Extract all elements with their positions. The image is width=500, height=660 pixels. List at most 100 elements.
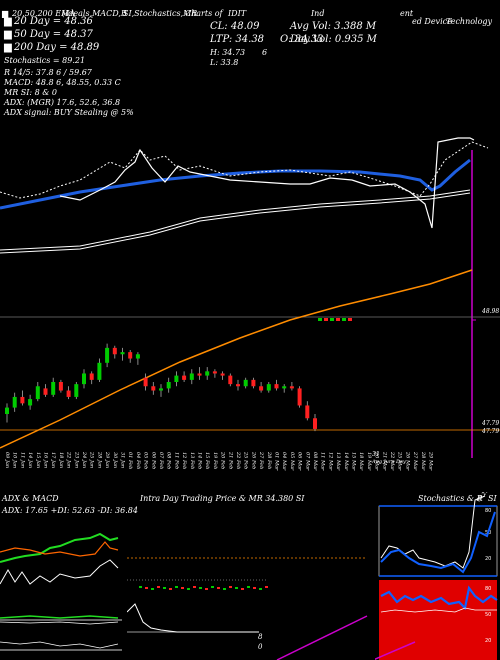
stoch-panel-title: Stochastics & R — [418, 494, 483, 503]
adx-orange-line — [0, 541, 119, 557]
ema20-line — [0, 141, 489, 199]
date-tick-label: 28 Jan — [96, 452, 103, 469]
r-line: R 14/5: 37.8 6 / 59.67 — [4, 68, 92, 77]
candle-body — [205, 371, 210, 376]
candle-body — [120, 352, 125, 355]
date-tick-label: 08 Feb — [165, 452, 172, 470]
high-value: H: 34.73 — [210, 48, 246, 57]
intraday-tick — [145, 587, 148, 589]
stoch-d-line — [380, 511, 496, 574]
ltp-value: LTP: 34.38 — [210, 34, 265, 45]
macd-line: MACD: 48.8 6, 48.55, 0.33 C — [4, 78, 121, 87]
header-code: (Ideals,MACD,B — [62, 9, 127, 18]
candle-body — [12, 396, 17, 408]
price-label-3: 47.79 — [482, 428, 500, 435]
intraday-tick — [235, 587, 238, 589]
date-tick-label: 24 Jan — [81, 452, 87, 469]
intraday-tick — [205, 588, 208, 590]
dma-200: 200 Day = 48.89 — [14, 42, 100, 53]
date-tick-label: 27 Feb — [258, 452, 265, 470]
mr-line: MR SI: 8 & 0 — [4, 88, 58, 97]
intraday-mr-curve — [127, 603, 259, 633]
close-value: CL: 48.09 — [210, 21, 260, 32]
candle-body — [89, 373, 94, 380]
candle-body — [220, 373, 225, 376]
date-tick-label: 26 Mar — [404, 452, 411, 471]
intraday-tick — [253, 587, 256, 589]
intraday-tick — [223, 588, 226, 590]
intraday-tick — [229, 586, 232, 588]
stoch-magenta-line — [375, 641, 416, 660]
date-tick-label: 05 Mar — [288, 452, 295, 471]
candle-body — [166, 382, 171, 389]
avg-volume: Avg Vol: 3.388 M — [290, 21, 377, 32]
header-symbol: IDIT — [228, 9, 247, 18]
candle-body — [274, 384, 279, 389]
candle-body — [35, 386, 40, 400]
date-tick-label: 31 Jan — [119, 452, 126, 469]
intraday-magenta-line — [276, 615, 368, 660]
price-label-2: 47.79 — [482, 420, 500, 427]
candle-body — [189, 373, 194, 380]
candle-body — [105, 347, 110, 363]
date-tick-label: 25 Jan — [88, 452, 95, 469]
date-tick-label: 26 Feb — [250, 452, 257, 470]
date-tick-label: 12 Mar — [327, 452, 334, 471]
intraday-tick — [139, 586, 142, 588]
adx-panel-title: ADX & MACD — [2, 494, 59, 503]
intraday-tick — [217, 587, 220, 589]
date-tick-label: 15 Feb — [204, 452, 211, 470]
adx-green-line — [0, 532, 119, 563]
mini-candle — [348, 318, 352, 321]
candle-body — [151, 386, 156, 391]
date-tick-label: 11 Jan — [19, 452, 26, 469]
intraday-mr-value: 8 — [258, 633, 263, 641]
date-tick-label: 05 Feb — [142, 452, 149, 470]
macd-white-line — [0, 621, 119, 625]
candle-body — [313, 418, 317, 429]
dma-50: 50 Day = 48.37 — [14, 29, 93, 40]
date-tick-label: 04 Feb — [134, 452, 141, 470]
date-tick-label: 12 Feb — [181, 452, 188, 470]
date-tick-label: 22 Mar — [389, 452, 395, 471]
date-tick-label: 06 Feb — [150, 452, 157, 470]
candle-body — [128, 352, 133, 359]
date-tick-label: 18 Mar — [358, 452, 365, 471]
intraday-tick — [157, 586, 160, 588]
stoch-red-zone — [379, 580, 497, 660]
date-tick-label: 27 Mar — [412, 452, 419, 471]
stoch-tick-bottom: 20 — [485, 638, 491, 644]
legend-200-marker: ▆ — [4, 42, 12, 53]
orange-trendline — [0, 269, 473, 449]
legend-20-marker: ▆ — [4, 16, 12, 27]
adx-signal: ADX signal: BUY Stealing @ 5% — [4, 108, 134, 117]
date-tick-label: 20 Mar — [373, 452, 380, 471]
candle-body — [66, 390, 71, 397]
stochastics-value: Stochastics = 89.21 — [4, 56, 86, 65]
stoch-tick-bottom: 80 — [485, 586, 491, 592]
date-tick-label: 28 Mar — [419, 452, 426, 471]
intraday-tick — [175, 586, 178, 588]
date-tick-label: 01 Feb — [127, 452, 134, 470]
date-tick-label: 01 Mar — [273, 452, 280, 471]
adx-line: ADX: (MGR) 17.6, 52.6, 36.8 — [4, 98, 121, 107]
legend-50-marker: ▆ — [4, 29, 12, 40]
intraday-tick — [187, 588, 190, 590]
candle-body — [259, 386, 264, 391]
mini-candle — [336, 318, 340, 321]
candle-body — [243, 379, 248, 387]
stoch-tick-bottom: 50 — [485, 612, 491, 618]
dma-20: 20 Day = 48.36 — [14, 16, 93, 27]
macd-green-line — [0, 615, 119, 619]
date-tick-label: 06 Mar — [296, 452, 303, 471]
candle-body — [112, 347, 117, 355]
legend-ema-marker: ▆ — [2, 9, 9, 18]
day-volume: Day Vol: 0.935 M — [290, 34, 377, 45]
candle-body — [228, 375, 233, 385]
date-tick-label: 19 Feb — [211, 452, 218, 470]
intraday-zero-value: 0 — [258, 643, 263, 651]
candle-body — [282, 386, 287, 389]
intraday-panel-title: Intra Day Trading Price & MR 34.380 SI — [140, 494, 305, 503]
header-ema: 20,50,200 EMA — [12, 9, 76, 18]
stoch-frame — [378, 505, 498, 577]
